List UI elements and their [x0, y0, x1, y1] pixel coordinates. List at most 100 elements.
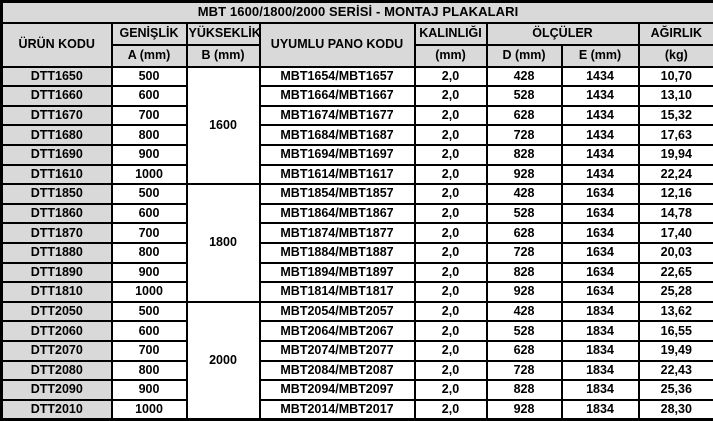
pano-code-cell: MBT1864/MBT1867	[258, 202, 416, 225]
weight-cell: 22,65	[637, 261, 713, 284]
thickness-cell: 2,0	[413, 124, 488, 146]
table-row: DTT1860 600 MBT1864/MBT1867 2,0 528 1634 14,78	[0, 202, 713, 225]
dim-e-cell: 1434	[560, 65, 640, 88]
col-subheader-d-mm: D (mm)	[485, 43, 563, 68]
dim-e-cell: 1434	[560, 143, 640, 166]
dim-e-cell: 1434	[560, 163, 640, 186]
pano-code-cell: MBT2054/MBT2057	[258, 300, 416, 323]
weight-cell: 19,94	[637, 143, 713, 166]
width-a-cell: 1000	[110, 163, 188, 186]
pano-code-cell: MBT1814/MBT1817	[258, 281, 416, 303]
table-row: DTT1880 800 MBT1884/MBT1887 2,0 728 1634 20,03	[0, 242, 713, 264]
weight-cell: 15,32	[637, 104, 713, 127]
dim-e-cell: 1834	[560, 398, 640, 421]
width-a-cell: 500	[110, 183, 188, 205]
product-code-cell: DTT1610	[0, 163, 113, 186]
thickness-cell: 2,0	[413, 183, 488, 205]
dim-e-cell: 1834	[560, 359, 640, 382]
dim-d-cell: 628	[485, 340, 563, 362]
width-a-cell: 600	[110, 202, 188, 225]
dim-e-cell: 1834	[560, 379, 640, 401]
width-a-cell: 1000	[110, 281, 188, 303]
height-b-cell: 1600	[185, 65, 261, 186]
pano-code-cell: MBT1654/MBT1657	[258, 65, 416, 88]
product-code-cell: DTT2050	[0, 300, 113, 323]
dim-d-cell: 828	[485, 261, 563, 284]
product-code-cell: DTT2080	[0, 359, 113, 382]
col-header-pano-kodu: UYUMLU PANO KODU	[258, 21, 416, 68]
dim-d-cell: 528	[485, 85, 563, 107]
weight-cell: 14,78	[637, 202, 713, 225]
weight-cell: 12,16	[637, 183, 713, 205]
pano-code-cell: MBT1694/MBT1697	[258, 143, 416, 166]
table-title: MBT 1600/1800/2000 SERİSİ - MONTAJ PLAKA…	[0, 0, 713, 24]
dim-e-cell: 1634	[560, 281, 640, 303]
dim-e-cell: 1634	[560, 242, 640, 264]
width-a-cell: 700	[110, 340, 188, 362]
table-row: DTT1810 1000 MBT1814/MBT1817 2,0 928 1634 25,2…	[0, 281, 713, 303]
table-row: DTT2060 600 MBT2064/MBT2067 2,0 528 1834 16,55	[0, 320, 713, 343]
dim-d-cell: 828	[485, 379, 563, 401]
thickness-cell: 2,0	[413, 320, 488, 343]
header-row-1: ÜRÜN KODU GENİŞLİK YÜKSEKLİK UYUMLU PANO…	[0, 21, 713, 68]
table-row: DTT1650 500 1600 MBT1654/MBT1657 2,0 428 1434 1…	[0, 65, 713, 186]
dim-d-cell: 928	[485, 281, 563, 303]
dim-d-cell: 528	[485, 320, 563, 343]
weight-cell: 20,03	[637, 242, 713, 264]
table-row: DTT2080 800 MBT2084/MBT2087 2,0 728 1834 22,43	[0, 359, 713, 382]
thickness-cell: 2,0	[413, 300, 488, 323]
weight-cell: 17,63	[637, 124, 713, 146]
product-code-cell: DTT1870	[0, 222, 113, 244]
weight-cell: 25,36	[637, 379, 713, 401]
dim-d-cell: 928	[485, 398, 563, 421]
width-a-cell: 700	[110, 222, 188, 244]
table-row: DTT1870 700 MBT1874/MBT1877 2,0 628 1634 17,40	[0, 222, 713, 244]
product-code-cell: DTT2070	[0, 340, 113, 362]
product-code-cell: DTT1880	[0, 242, 113, 264]
table-row: DTT1680 800 MBT1684/MBT1687 2,0 728 1434 17,63	[0, 124, 713, 146]
weight-cell: 22,43	[637, 359, 713, 382]
table-row: DTT1850 500 1800 MBT1854/MBT1857 2,0 428 1634 1…	[0, 183, 713, 303]
dim-d-cell: 528	[485, 202, 563, 225]
width-a-cell: 600	[110, 320, 188, 343]
pano-code-cell: MBT1614/MBT1617	[258, 163, 416, 186]
dim-d-cell: 728	[485, 124, 563, 146]
table-row: DTT2070 700 MBT2074/MBT2077 2,0 628 1834 19,49	[0, 340, 713, 362]
table-row: DTT1660 600 MBT1664/MBT1667 2,0 528 1434 13,10	[0, 85, 713, 107]
thickness-cell: 2,0	[413, 379, 488, 401]
thickness-cell: 2,0	[413, 281, 488, 303]
dim-e-cell: 1434	[560, 85, 640, 107]
product-code-cell: DTT1860	[0, 202, 113, 225]
height-b-cell: 2000	[185, 300, 261, 421]
table-row: DTT2050 500 2000 MBT2054/MBT2057 2,0 428 1834 1…	[0, 300, 713, 421]
dim-e-cell: 1634	[560, 183, 640, 205]
pano-code-cell: MBT2084/MBT2087	[258, 359, 416, 382]
width-a-cell: 900	[110, 143, 188, 166]
pano-code-cell: MBT1894/MBT1897	[258, 261, 416, 284]
width-a-cell: 700	[110, 104, 188, 127]
thickness-cell: 2,0	[413, 163, 488, 186]
table-row: DTT1690 900 MBT1694/MBT1697 2,0 828 1434 19,94	[0, 143, 713, 166]
pano-code-cell: MBT2094/MBT2097	[258, 379, 416, 401]
weight-cell: 13,10	[637, 85, 713, 107]
pano-code-cell: MBT1664/MBT1667	[258, 85, 416, 107]
weight-cell: 13,62	[637, 300, 713, 323]
dim-e-cell: 1434	[560, 104, 640, 127]
weight-cell: 16,55	[637, 320, 713, 343]
product-code-cell: DTT2060	[0, 320, 113, 343]
title-row: MBT 1600/1800/2000 SERİSİ - MONTAJ PLAKA…	[0, 0, 713, 24]
product-code-cell: DTT1850	[0, 183, 113, 205]
dim-d-cell: 428	[485, 65, 563, 88]
weight-cell: 10,70	[637, 65, 713, 88]
dim-d-cell: 728	[485, 359, 563, 382]
product-code-cell: DTT1680	[0, 124, 113, 146]
col-header-yukseklik: YÜKSEKLİK	[185, 21, 261, 46]
dim-e-cell: 1634	[560, 202, 640, 225]
pano-code-cell: MBT1874/MBT1877	[258, 222, 416, 244]
col-subheader-a-mm: A (mm)	[110, 43, 188, 68]
table-row: DTT2010 1000 MBT2014/MBT2017 2,0 928 1834 28,3…	[0, 398, 713, 421]
dim-d-cell: 628	[485, 222, 563, 244]
weight-cell: 22,24	[637, 163, 713, 186]
table-row: DTT1610 1000 MBT1614/MBT1617 2,0 928 1434 22,2…	[0, 163, 713, 186]
